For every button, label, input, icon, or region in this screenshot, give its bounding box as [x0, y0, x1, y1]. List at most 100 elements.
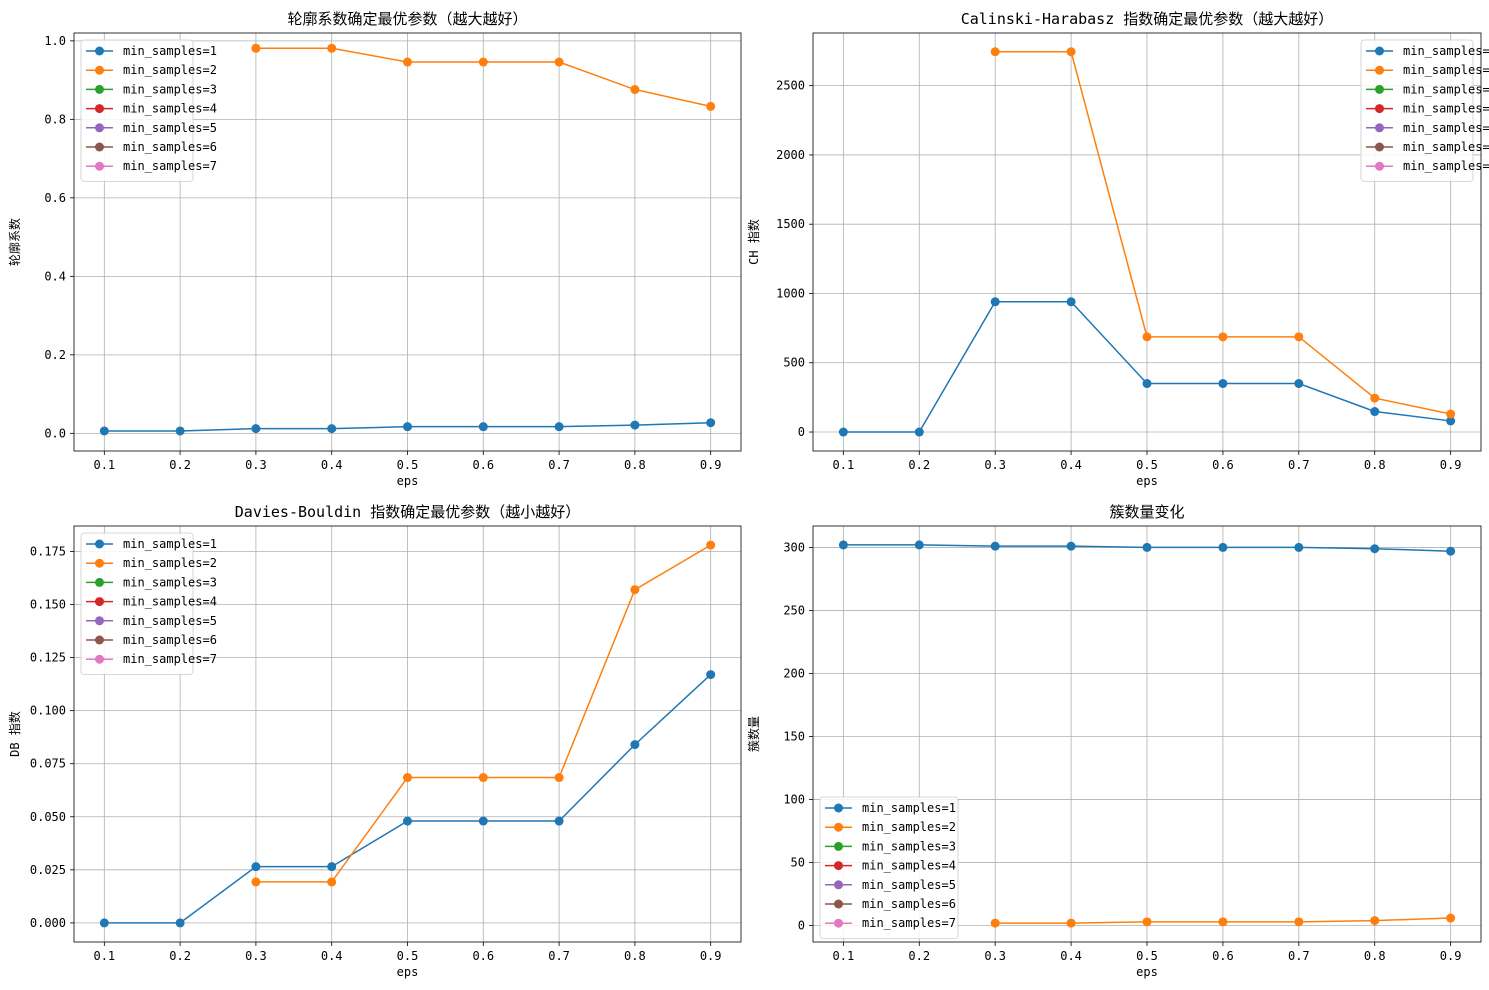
legend-label: min_samples=6: [123, 140, 217, 154]
x-tick-label: 0.6: [1212, 458, 1234, 472]
y-tick-label: 0.050: [30, 810, 66, 824]
legend-swatch-marker: [1375, 142, 1384, 152]
y-tick-label: 0.4: [44, 269, 66, 283]
x-tick-label: 0.3: [984, 458, 1006, 472]
data-point: [554, 422, 564, 432]
x-tick-label: 0.5: [1136, 458, 1158, 472]
data-point: [630, 585, 640, 595]
data-point: [1142, 379, 1152, 389]
x-tick-label: 0.2: [908, 949, 930, 963]
legend-label: min_samples=3: [123, 82, 217, 96]
x-tick-label: 0.7: [1288, 949, 1310, 963]
legend-item: min_samples=4: [86, 102, 217, 116]
y-tick-label: 250: [783, 603, 805, 617]
x-tick-label: 0.2: [169, 458, 191, 472]
data-point: [175, 426, 185, 436]
y-tick-label: 0.075: [30, 757, 66, 771]
data-point: [403, 773, 412, 783]
y-tick-label: 1.0: [44, 34, 66, 48]
legend-swatch-marker: [95, 558, 104, 568]
y-tick-label: 0.150: [30, 598, 66, 612]
x-tick-label: 0.5: [397, 458, 419, 472]
data-point: [914, 427, 924, 437]
y-tick-label: 1500: [776, 217, 805, 231]
subplot-1: 0.1 0.2 0.3 0.4 0.5 0.6 0.7 0.8 0.9 0.0 0.2 0.4 0.6 0…: [7, 10, 742, 488]
data-point: [1066, 918, 1076, 928]
data-point: [990, 918, 1000, 928]
data-point: [1294, 379, 1304, 389]
y-axis-label: DB 指数: [7, 711, 22, 757]
data-point: [1218, 379, 1228, 389]
legend-label: min_samples=3: [123, 575, 217, 589]
legend-label: min_samples=3: [1403, 82, 1489, 96]
legend-swatch-marker: [834, 822, 843, 832]
data-point: [990, 297, 1000, 307]
legend-swatch-marker: [834, 880, 843, 890]
data-point: [1218, 917, 1228, 927]
data-point: [1218, 332, 1228, 342]
legend-label: min_samples=5: [123, 614, 217, 628]
y-tick-label: 150: [783, 730, 805, 744]
y-axis-label: 簇数量: [746, 716, 761, 752]
legend-label: min_samples=4: [123, 102, 217, 116]
legend-swatch-marker: [95, 539, 104, 549]
data-point: [838, 540, 848, 550]
data-point: [251, 424, 261, 434]
x-axis-label: eps: [397, 965, 419, 979]
legend-swatch-marker: [1375, 65, 1384, 75]
legend-swatch-marker: [95, 46, 104, 56]
y-tick-label: 0.000: [30, 916, 66, 930]
x-tick-label: 0.5: [397, 949, 419, 963]
data-point: [1370, 916, 1380, 926]
legend: min_samples=1 min_samples=2 min_samples=3m…: [80, 39, 217, 182]
data-point: [1294, 332, 1304, 342]
legend-item: min_samples=2: [86, 63, 217, 77]
chart-title: 簇数量变化: [1109, 503, 1184, 521]
data-point: [990, 541, 1000, 551]
legend-item: min_samples=6: [86, 140, 217, 154]
y-tick-label: 1000: [776, 286, 805, 300]
data-point: [1294, 917, 1304, 927]
data-point: [706, 540, 716, 550]
x-tick-label: 0.3: [984, 949, 1006, 963]
legend-item: min_samples=6: [1366, 140, 1489, 154]
data-point: [1446, 416, 1456, 426]
legend-label: min_samples=1: [862, 801, 956, 815]
legend-label: min_samples=6: [862, 897, 956, 911]
legend-label: min_samples=2: [862, 820, 956, 834]
y-tick-label: 0: [798, 919, 805, 933]
x-tick-label: 0.4: [321, 949, 343, 963]
legend-item: min_samples=1: [86, 44, 217, 58]
data-point: [327, 43, 337, 53]
data-point: [1142, 332, 1152, 342]
legend-label: min_samples=4: [862, 859, 956, 873]
y-tick-label: 50: [791, 856, 805, 870]
legend: min_samples=1 min_samples=2 min_samples=3m…: [819, 796, 959, 939]
y-tick-label: 0.0: [44, 426, 66, 440]
x-tick-label: 0.1: [93, 458, 115, 472]
data-point: [251, 43, 261, 53]
x-tick-label: 0.6: [472, 949, 494, 963]
legend-item: min_samples=2: [86, 556, 217, 570]
legend-label: min_samples=4: [1403, 102, 1489, 116]
data-point: [1370, 544, 1380, 554]
legend-item: min_samples=5: [825, 878, 956, 892]
legend-label: min_samples=7: [1403, 159, 1489, 173]
legend-frame: [1360, 39, 1474, 182]
x-tick-label: 0.3: [245, 949, 267, 963]
legend-label: min_samples=3: [862, 839, 956, 853]
subplot-2: 0.1 0.2 0.3 0.4 0.5 0.6 0.7 0.8 0.9 0 500 1000 1500 2…: [746, 10, 1489, 488]
x-axis-label: eps: [1136, 965, 1158, 979]
x-tick-label: 0.2: [908, 458, 930, 472]
x-tick-label: 0.6: [1212, 949, 1234, 963]
data-point: [914, 540, 924, 550]
data-point: [630, 420, 640, 430]
legend-swatch-marker: [1375, 104, 1384, 114]
chart-title: 轮廓系数确定最优参数（越大越好）: [287, 10, 527, 28]
x-tick-label: 0.7: [1288, 458, 1310, 472]
data-point: [990, 47, 1000, 57]
x-tick-label: 0.4: [1060, 458, 1082, 472]
y-tick-label: 0.8: [44, 112, 66, 126]
data-point: [554, 816, 564, 826]
